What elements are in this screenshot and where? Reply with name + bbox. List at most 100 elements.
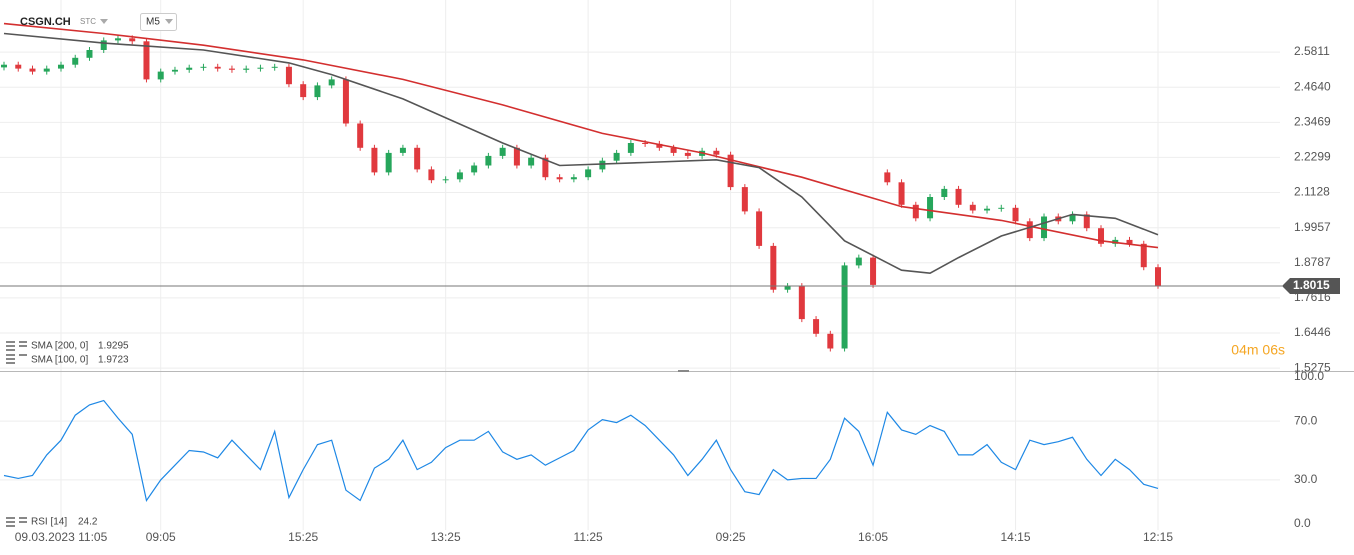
candle-body: [684, 152, 691, 156]
candle-body: [342, 79, 349, 124]
legend-icon[interactable]: [6, 341, 27, 351]
candle-body: [314, 85, 321, 98]
candle-body: [813, 319, 820, 334]
candle-body: [357, 123, 364, 148]
candle-body: [727, 154, 734, 188]
interval-box[interactable]: [140, 13, 177, 31]
candle-body: [613, 152, 620, 161]
candle-body: [129, 38, 136, 42]
y-tick-label: 1.5275: [1294, 360, 1331, 374]
candle-body: [656, 143, 663, 148]
legend-label[interactable]: SMA [200, 0]: [31, 341, 88, 352]
legend-label[interactable]: RSI [14]: [31, 517, 67, 528]
candle-body: [528, 157, 535, 166]
legend-value: 1.9295: [98, 341, 129, 352]
series-line: [3, 22, 1159, 249]
candle-body: [585, 169, 592, 178]
candle-body: [1083, 214, 1090, 229]
candle-body: [86, 50, 93, 58]
candle-body: [556, 177, 563, 180]
legend-icon[interactable]: [6, 354, 27, 364]
x-tick-label: 15:25: [288, 530, 318, 544]
candle-body: [57, 64, 64, 69]
candle-body: [1041, 216, 1048, 239]
candle-body: [1098, 228, 1105, 244]
candle-body: [870, 257, 877, 285]
x-tick-label: 12:15: [1143, 530, 1173, 544]
candle-body: [670, 147, 677, 153]
y-tick-label: 1.8787: [1294, 255, 1331, 269]
x-tick-label: 09:05: [146, 530, 176, 544]
candle-body: [471, 165, 478, 173]
source[interactable]: STC: [80, 17, 96, 26]
candle-body: [171, 69, 178, 72]
y-tick-label: 2.4640: [1294, 79, 1331, 93]
marks-layer: [0, 22, 1282, 502]
dropdown-arrow[interactable]: [165, 19, 173, 24]
candle-body: [456, 172, 463, 180]
candle-body: [157, 71, 164, 80]
interval[interactable]: M5: [146, 17, 160, 28]
y-tick-label: 2.5811: [1294, 44, 1330, 58]
legend-label[interactable]: SMA [100, 0]: [31, 355, 88, 366]
series-line: [3, 399, 1159, 502]
candle-body: [499, 147, 506, 156]
candle-body: [243, 68, 250, 70]
x-tick-label: 09.03.2023 11:05: [15, 530, 108, 544]
candle-body: [784, 286, 791, 290]
candle-body: [15, 64, 22, 69]
candle-body: [385, 152, 392, 173]
candle-body: [599, 160, 606, 170]
candle-body: [414, 147, 421, 170]
y-tick-label: 100.0: [1294, 369, 1324, 383]
candle-body: [884, 172, 891, 183]
candle-body: [1126, 239, 1133, 244]
candle-body: [285, 66, 292, 85]
candle-body: [29, 68, 36, 72]
candle-body: [143, 41, 150, 80]
symbol[interactable]: CSGN.CH: [20, 16, 71, 28]
candle-body: [1, 64, 7, 68]
candle-body: [770, 245, 777, 290]
candle-body: [1140, 243, 1147, 268]
candle-body: [898, 182, 905, 205]
candle-body: [442, 179, 449, 181]
candle-body: [371, 147, 378, 173]
x-tick-label: 14:15: [1001, 530, 1031, 544]
candle-body: [228, 68, 235, 70]
x-tick-label: 11:25: [574, 530, 603, 544]
y-tick-label: 2.3469: [1294, 115, 1331, 129]
countdown: 04m 06s: [1231, 342, 1285, 358]
y-tick-label: 2.2299: [1294, 150, 1331, 164]
y-tick-label: 1.9957: [1294, 220, 1331, 234]
candle-body: [984, 208, 991, 211]
candle-body: [100, 40, 107, 50]
candle-body: [1026, 221, 1033, 239]
candle-body: [827, 333, 834, 349]
candle-body: [114, 38, 121, 41]
legend-value: 1.9723: [98, 355, 129, 366]
candle-body: [955, 188, 962, 205]
candle-body: [969, 204, 976, 211]
candle-body: [756, 211, 763, 246]
candle-body: [627, 143, 634, 153]
ui-layer: CSGN.CH STC M5 09.03.2023 11:05 09:05 15:2…: [6, 13, 1340, 544]
price-tag: [1282, 277, 1340, 294]
candle-body: [570, 177, 577, 180]
y-tick-label: 30.0: [1294, 472, 1318, 486]
candle-body: [257, 67, 264, 69]
candle-body: [798, 286, 805, 320]
candle-body: [1155, 267, 1161, 286]
y-tick-label: 1.6446: [1294, 325, 1331, 339]
current-price-label: 1.8015: [1293, 278, 1330, 292]
candle-body: [713, 150, 720, 155]
candle-body: [43, 68, 50, 72]
x-tick-label: 16:05: [858, 530, 888, 544]
candle-body: [912, 204, 919, 219]
legend-icon[interactable]: [6, 517, 27, 527]
candle-body: [214, 66, 221, 69]
dropdown-arrow[interactable]: [100, 19, 108, 24]
candle-body: [1012, 207, 1019, 222]
candle-body: [328, 79, 335, 86]
